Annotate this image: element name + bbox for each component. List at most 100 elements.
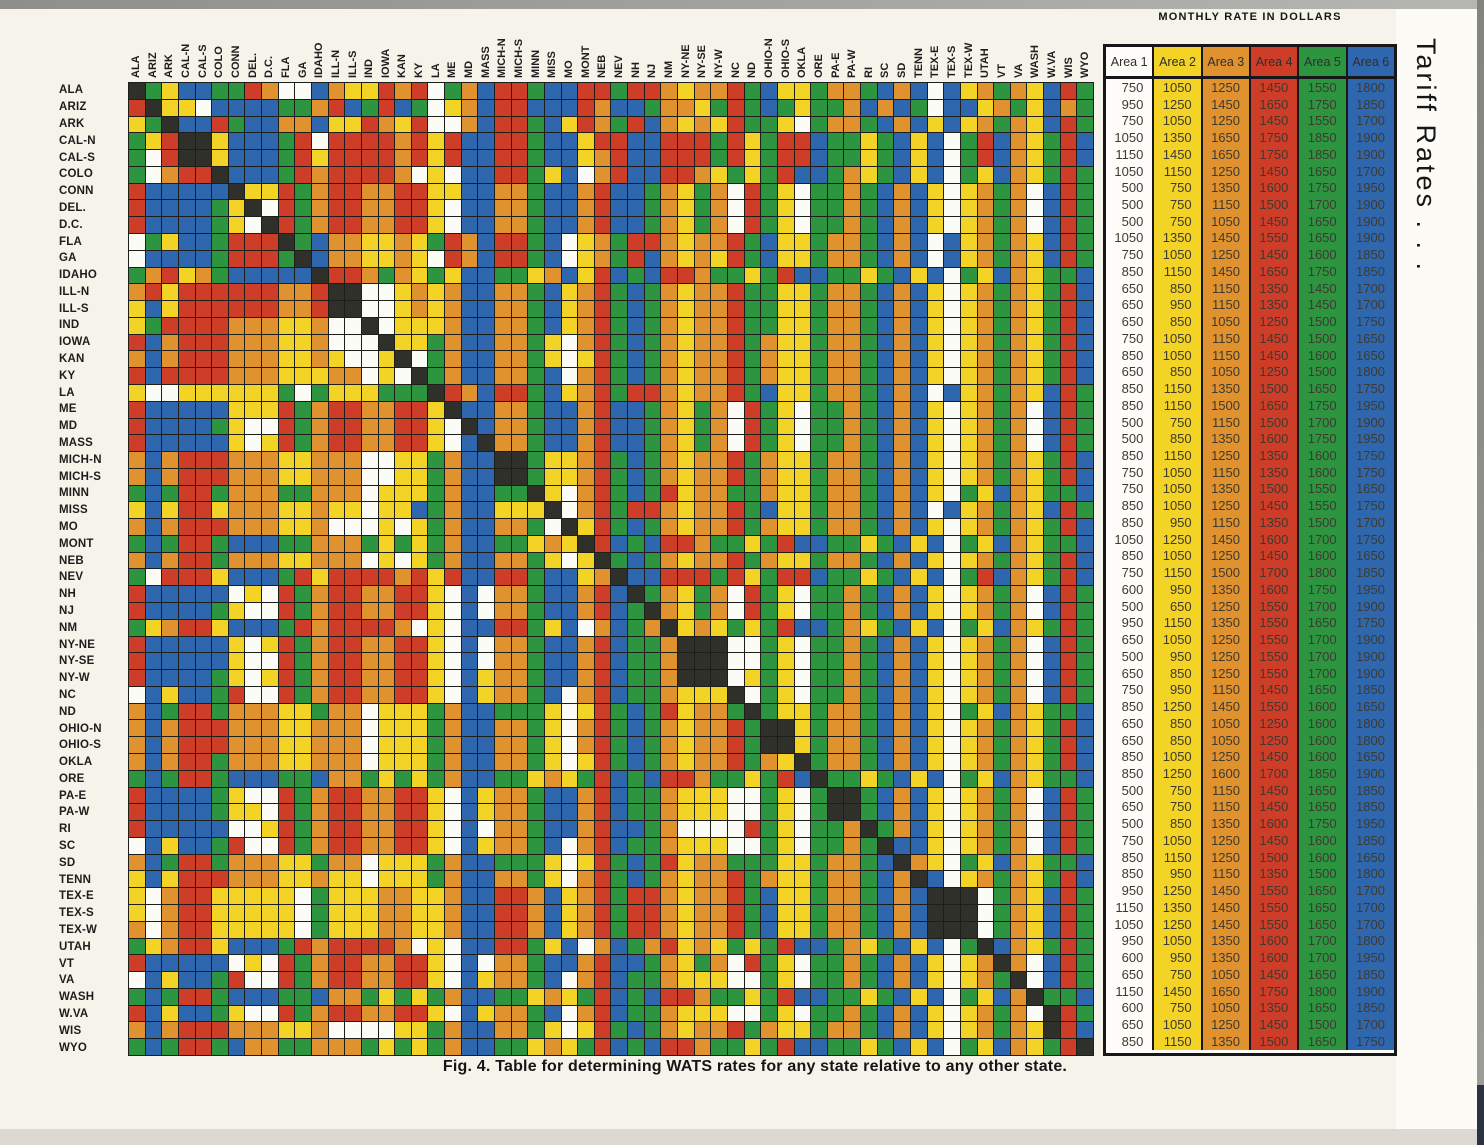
matrix-cell bbox=[212, 821, 228, 837]
matrix-cell bbox=[511, 183, 528, 200]
matrix-cell bbox=[894, 301, 910, 317]
matrix-cell bbox=[727, 116, 744, 133]
matrix-cell bbox=[611, 955, 628, 972]
matrix-cell bbox=[245, 519, 262, 535]
matrix-cell bbox=[544, 921, 561, 938]
matrix-cell bbox=[1010, 703, 1027, 720]
matrix-cell bbox=[611, 183, 628, 200]
matrix-cell bbox=[711, 905, 727, 921]
matrix-cell bbox=[445, 686, 461, 703]
matrix-cell bbox=[328, 787, 345, 804]
matrix-cell bbox=[212, 250, 228, 267]
rate-value: 1550 bbox=[1259, 699, 1289, 715]
matrix-cell bbox=[278, 955, 295, 972]
matrix-cell bbox=[628, 1022, 644, 1039]
matrix-cell bbox=[129, 586, 145, 603]
matrix-cell bbox=[578, 603, 594, 619]
matrix-cell bbox=[145, 720, 162, 737]
matrix-cell bbox=[162, 703, 178, 720]
matrix-cell bbox=[178, 418, 195, 435]
matrix-cell bbox=[944, 83, 960, 99]
matrix-cell bbox=[145, 569, 162, 586]
matrix-cell bbox=[195, 384, 212, 401]
matrix-cell bbox=[761, 787, 777, 804]
state-row-label: OHIO-N bbox=[59, 722, 102, 735]
matrix-cell bbox=[1060, 166, 1077, 183]
matrix-cell bbox=[544, 821, 561, 837]
matrix-cell bbox=[561, 166, 578, 183]
matrix-cell bbox=[312, 854, 328, 871]
rate-value: 1750 bbox=[1356, 1033, 1385, 1049]
matrix-cell bbox=[245, 368, 262, 384]
matrix-cell bbox=[561, 116, 578, 133]
matrix-cell bbox=[761, 384, 777, 401]
matrix-cell bbox=[345, 133, 361, 150]
matrix-cell bbox=[544, 284, 561, 301]
matrix-cell bbox=[694, 401, 711, 418]
matrix-cell bbox=[328, 166, 345, 183]
matrix-cell bbox=[129, 1039, 145, 1055]
state-row-label: W.VA bbox=[59, 1008, 89, 1020]
matrix-cell bbox=[827, 603, 844, 619]
matrix-cell bbox=[312, 804, 328, 821]
matrix-cell bbox=[644, 938, 661, 955]
matrix-cell bbox=[461, 351, 478, 368]
matrix-cell bbox=[794, 686, 811, 703]
state-column-label: UTAH bbox=[979, 48, 992, 78]
matrix-cell bbox=[262, 720, 278, 737]
matrix-cell bbox=[345, 317, 361, 334]
matrix-cell bbox=[395, 787, 411, 804]
matrix-cell bbox=[711, 653, 727, 670]
rate-value: 1450 bbox=[1162, 983, 1192, 999]
matrix-cell bbox=[910, 267, 927, 284]
matrix-cell bbox=[711, 468, 727, 485]
matrix-cell bbox=[195, 737, 212, 754]
matrix-cell bbox=[395, 351, 411, 368]
matrix-cell bbox=[944, 519, 960, 535]
matrix-cell bbox=[861, 586, 877, 603]
matrix-cell bbox=[378, 670, 395, 686]
matrix-cell bbox=[395, 418, 411, 435]
matrix-cell bbox=[1060, 1005, 1077, 1022]
matrix-cell bbox=[129, 720, 145, 737]
matrix-cell bbox=[994, 317, 1010, 334]
matrix-cell bbox=[761, 200, 777, 217]
matrix-cell bbox=[129, 854, 145, 871]
matrix-cell bbox=[894, 83, 910, 99]
matrix-cell bbox=[212, 535, 228, 552]
matrix-cell bbox=[262, 871, 278, 888]
matrix-cell bbox=[1060, 821, 1077, 837]
matrix-cell bbox=[478, 619, 495, 636]
matrix-cell bbox=[511, 150, 528, 166]
rate-value: 1900 bbox=[1356, 983, 1385, 999]
matrix-cell bbox=[678, 905, 694, 921]
matrix-cell bbox=[461, 821, 478, 837]
matrix-cell bbox=[511, 670, 528, 686]
matrix-cell bbox=[295, 938, 312, 955]
matrix-cell bbox=[811, 452, 827, 468]
matrix-cell bbox=[894, 921, 910, 938]
matrix-cell bbox=[478, 535, 495, 552]
matrix-cell bbox=[195, 468, 212, 485]
matrix-cell bbox=[777, 334, 794, 351]
matrix-cell bbox=[661, 83, 678, 99]
matrix-cell bbox=[511, 686, 528, 703]
rate-value: 1650 bbox=[1307, 381, 1337, 397]
matrix-cell bbox=[861, 200, 877, 217]
matrix-cell bbox=[395, 871, 411, 888]
matrix-cell bbox=[245, 99, 262, 116]
matrix-cell bbox=[295, 821, 312, 837]
matrix-cell bbox=[844, 686, 861, 703]
matrix-cell bbox=[212, 770, 228, 787]
matrix-cell bbox=[611, 603, 628, 619]
matrix-cell bbox=[944, 452, 960, 468]
matrix-cell bbox=[861, 603, 877, 619]
matrix-cell bbox=[944, 485, 960, 502]
rate-value: 1650 bbox=[1307, 1000, 1337, 1016]
matrix-cell bbox=[661, 166, 678, 183]
matrix-cell bbox=[594, 888, 611, 905]
matrix-cell bbox=[1044, 317, 1060, 334]
matrix-cell bbox=[727, 267, 744, 284]
matrix-cell bbox=[594, 133, 611, 150]
matrix-cell bbox=[295, 401, 312, 418]
